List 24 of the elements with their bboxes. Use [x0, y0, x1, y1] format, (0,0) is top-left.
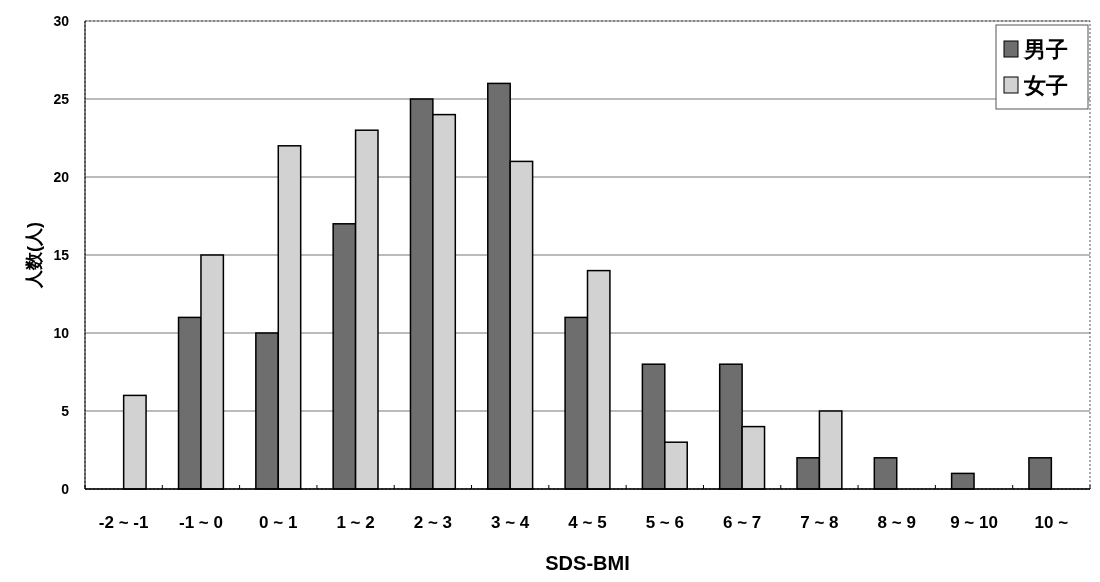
y-tick-label: 15	[53, 247, 70, 263]
x-tick-label: -1 ~ 0	[178, 513, 223, 532]
x-tick-label: 8 ~ 9	[877, 513, 916, 532]
y-tick-label: 10	[53, 325, 70, 341]
y-tick-label: 0	[61, 481, 70, 497]
x-tick-label: -2 ~ -1	[98, 513, 149, 532]
y-axis-title: 人数(人)	[24, 222, 44, 289]
x-tick-label: 6 ~ 7	[722, 513, 762, 532]
x-tick-label: 3 ~ 4	[491, 513, 530, 532]
x-axis-title: SDS-BMI	[545, 552, 630, 574]
y-tick-label: 25	[53, 91, 70, 107]
x-tick-label: 2 ~ 3	[413, 513, 453, 532]
x-tick-label: 4 ~ 5	[568, 513, 607, 532]
x-tick-label: 9 ~ 10	[950, 513, 998, 532]
legend-label: 男子	[1023, 37, 1068, 62]
y-tick-label: 5	[61, 403, 70, 419]
x-tick-label: 5 ~ 6	[645, 513, 684, 532]
x-tick-label: 10 ~	[1034, 513, 1069, 532]
x-tick-label: 7 ~ 8	[800, 513, 839, 532]
legend-label: 女子	[1023, 73, 1068, 98]
x-tick-label: 0 ~ 1	[259, 513, 298, 532]
x-tick-label: 1 ~ 2	[336, 513, 375, 532]
y-tick-label: 20	[53, 169, 70, 185]
y-tick-label: 30	[53, 13, 70, 29]
